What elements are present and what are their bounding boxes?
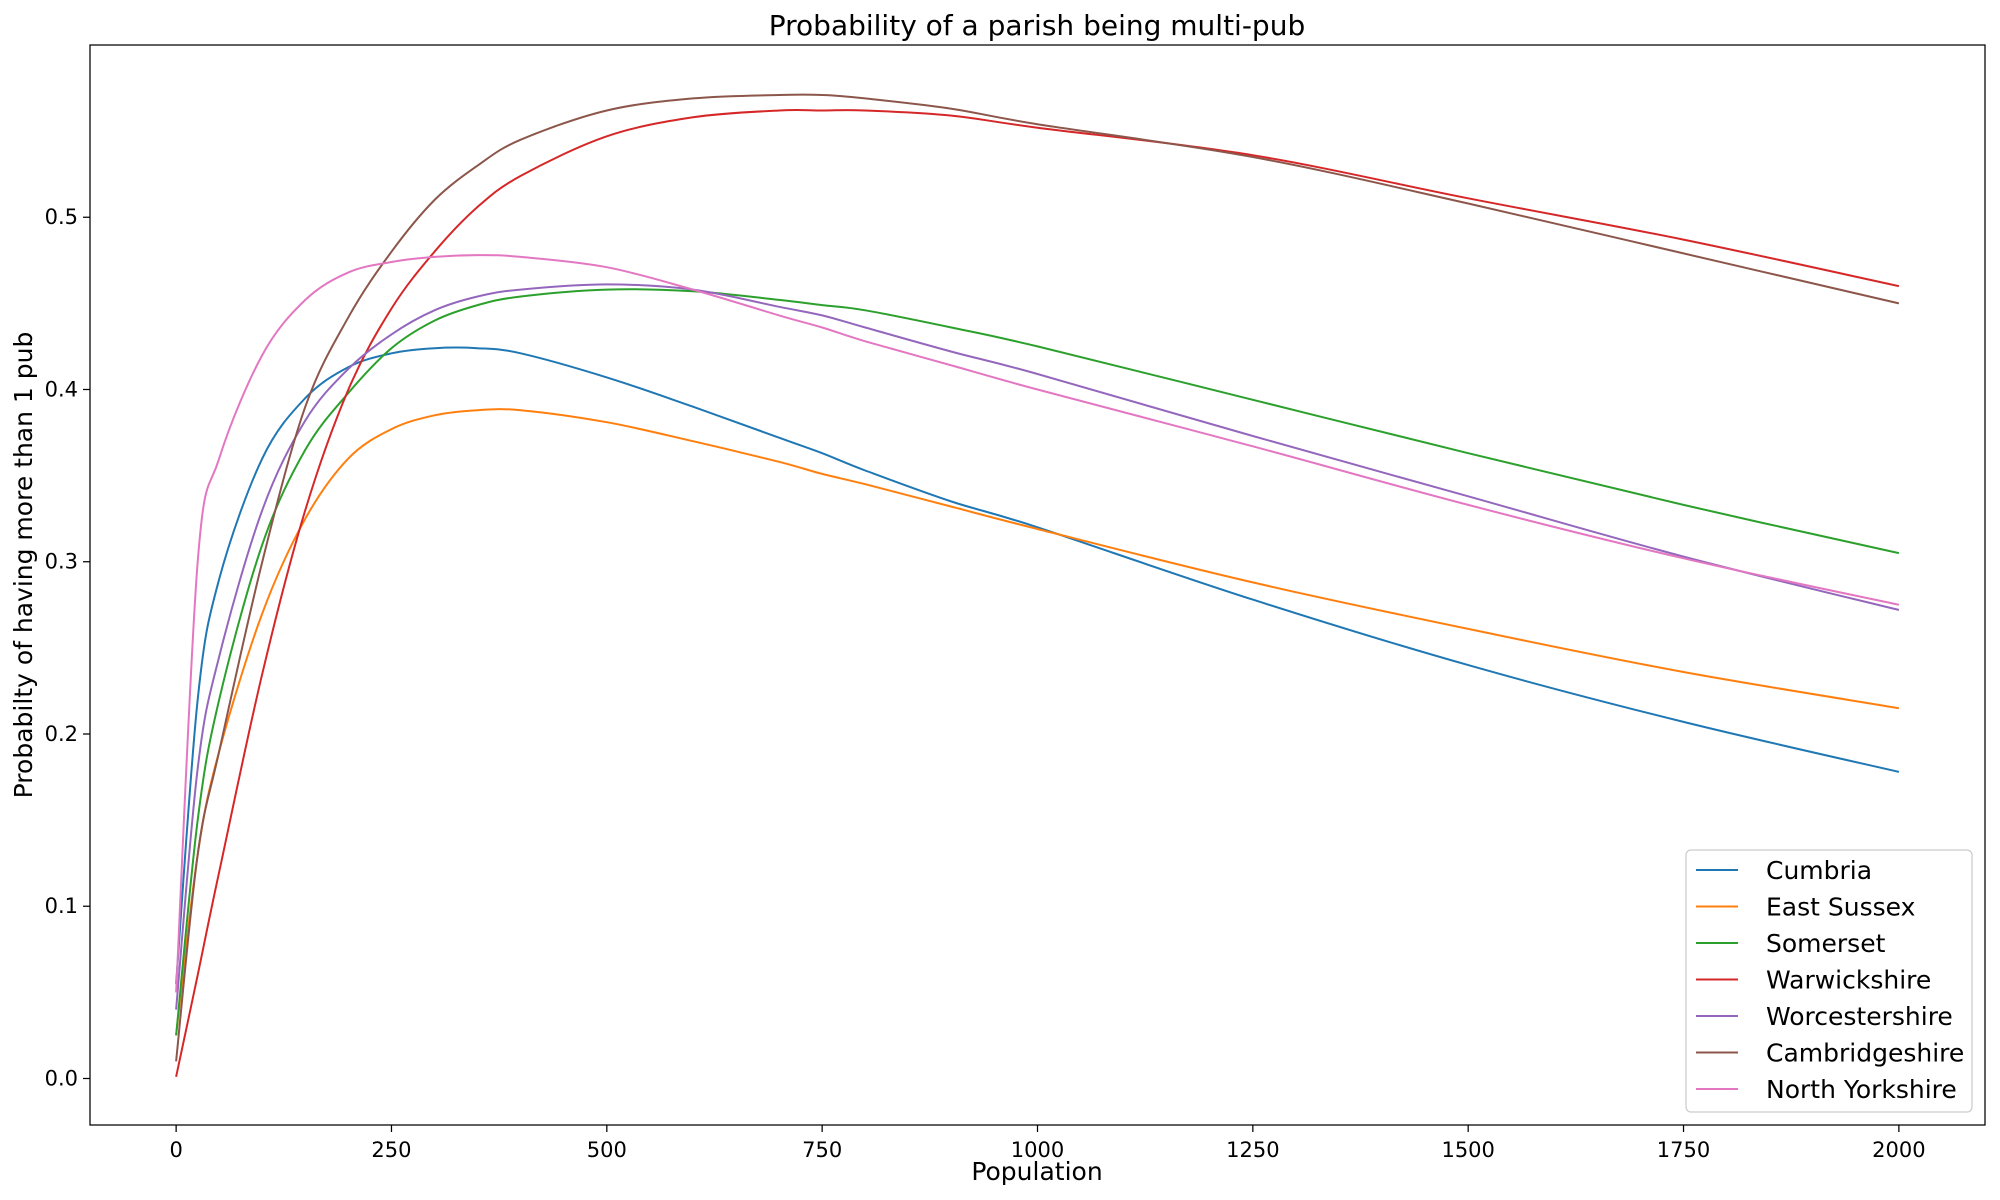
x-axis-title: Population (971, 1157, 1102, 1186)
y-tick-label: 0.0 (45, 1066, 78, 1090)
x-tick-label: 250 (371, 1138, 411, 1162)
legend: Cumbria East Sussex Somerset Warwickshire Wo… (1685, 849, 1973, 1113)
y-axis: 0.0 0.1 0.2 0.3 0.4 0.5 (45, 205, 90, 1090)
y-axis-title: Probabilty of having more than 1 pub (9, 332, 38, 799)
series-line-somerset (175, 288, 1900, 1036)
legend-label: Cumbria (1766, 856, 1872, 885)
legend-label: East Sussex (1766, 893, 1915, 922)
chart-title: Probability of a parish being multi-pub (769, 9, 1305, 42)
series-line-worcestershire (175, 283, 1900, 1010)
y-tick-label: 0.2 (45, 722, 78, 746)
x-tick-label: 0 (169, 1138, 182, 1162)
x-tick-label: 1000 (1011, 1138, 1064, 1162)
series-line-north-yorkshire (175, 254, 1900, 993)
legend-box (1685, 849, 1973, 1113)
series-layer (175, 93, 1900, 1078)
y-tick-label: 0.1 (45, 894, 78, 918)
legend-label: North Yorkshire (1766, 1075, 1957, 1104)
x-tick-label: 1500 (1441, 1138, 1494, 1162)
legend-label: Warwickshire (1766, 966, 1931, 995)
x-tick-label: 500 (587, 1138, 627, 1162)
x-tick-label: 1250 (1226, 1138, 1279, 1162)
x-axis: 0 250 500 750 1000 1250 1500 1750 2000 (169, 1125, 1926, 1162)
series-line-cumbria (175, 346, 1900, 984)
series-line-cambridgeshire (175, 93, 1900, 1062)
legend-label: Worcestershire (1766, 1002, 1953, 1031)
y-tick-label: 0.3 (45, 550, 78, 574)
x-tick-label: 1750 (1657, 1138, 1710, 1162)
legend-label: Somerset (1766, 929, 1886, 958)
series-line-warwickshire (175, 108, 1900, 1078)
y-tick-label: 0.4 (45, 377, 78, 401)
x-tick-label: 2000 (1872, 1138, 1925, 1162)
legend-label: Cambridgeshire (1766, 1039, 1964, 1068)
series-line-east-sussex (175, 408, 1900, 1036)
y-tick-label: 0.5 (45, 205, 78, 229)
x-tick-label: 750 (802, 1138, 842, 1162)
